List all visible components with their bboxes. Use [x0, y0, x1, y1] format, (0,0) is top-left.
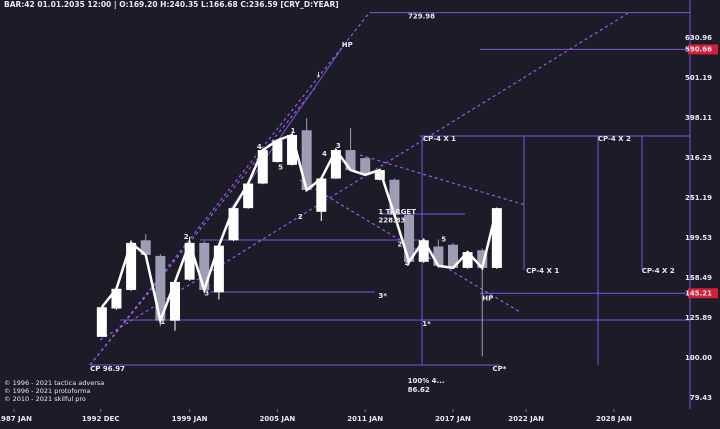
annotation: CP-4 X 1 — [526, 267, 559, 275]
candle-body — [433, 246, 444, 266]
close-line — [100, 133, 499, 326]
annotation: 3* — [378, 292, 387, 300]
candle-body — [462, 252, 473, 268]
x-tick-label: 1999 JAN — [172, 415, 208, 423]
annotation: 4 — [322, 150, 327, 158]
annotation: 1 TARGET — [378, 208, 416, 216]
y-tick-label: 316.23 — [685, 154, 712, 162]
y-tick-label: 125.89 — [685, 314, 712, 322]
candle-body — [272, 140, 283, 163]
candle-body — [96, 307, 107, 337]
annotation: 3 — [378, 172, 383, 180]
y-tick-label: 398.11 — [685, 114, 712, 122]
candle-body — [404, 214, 415, 262]
candle-body — [301, 130, 312, 191]
x-tick-label: 2028 JAN — [596, 415, 632, 423]
level-label-box — [688, 288, 718, 299]
annotation: 1* — [422, 320, 431, 328]
copyright: © 2010 - 2021 skilful pro — [4, 395, 86, 403]
annotation: 4 — [257, 143, 262, 151]
candle-body — [316, 178, 327, 212]
candle-body — [389, 179, 400, 215]
candle-body — [155, 255, 166, 321]
annotation: 4 — [405, 260, 410, 268]
candle-body — [111, 288, 122, 309]
candle-body — [374, 170, 385, 180]
candle-body — [140, 240, 151, 255]
y-tick-label: 630.96 — [685, 34, 712, 42]
level-label: 145.21 — [685, 289, 712, 297]
level-label-box — [688, 44, 718, 55]
annotation: 5 — [441, 235, 446, 243]
y-tick-label: 199.53 — [685, 234, 712, 242]
annotation: 5 — [278, 164, 283, 172]
candle-body — [199, 242, 210, 290]
annotation: ↓ — [315, 71, 321, 79]
y-tick-label: 79.43 — [690, 394, 712, 402]
candle-body — [184, 242, 195, 280]
annotation: CP 96.97 — [90, 365, 125, 373]
y-tick-label: 100.00 — [685, 354, 712, 362]
x-tick-label: 1992 DEC — [82, 415, 120, 423]
candle-body — [228, 208, 239, 241]
annotation: 3 — [336, 142, 341, 150]
annotation: CP-4 X 2 — [598, 135, 631, 143]
y-tick-label: 158.49 — [685, 274, 712, 282]
annotation: 2 — [397, 241, 402, 249]
copyright: © 1996 - 2021 protoforma — [4, 387, 91, 395]
annotation: 2 — [184, 233, 189, 241]
candle-body — [213, 245, 224, 293]
annotation: 86.62 — [408, 386, 430, 394]
annotation: CP* — [492, 365, 506, 373]
x-tick-label: 2011 JAN — [347, 415, 383, 423]
candle-body — [330, 150, 341, 179]
annotation: 228.83 — [378, 216, 405, 224]
annotation: HP — [482, 294, 493, 302]
candle-body — [418, 240, 429, 262]
candle-body — [126, 242, 137, 290]
x-tick-label: 2017 JAN — [435, 415, 471, 423]
y-tick-label: 251.19 — [685, 194, 712, 202]
candle-body — [287, 134, 298, 165]
level-label: 729.98 — [408, 13, 435, 21]
level-label: 590.66 — [685, 45, 712, 53]
x-tick-label: 1987 JAN — [0, 415, 32, 423]
candle-body — [169, 281, 180, 321]
candle-body — [447, 244, 458, 268]
annotation: CP-4 X 2 — [642, 267, 675, 275]
header: BAR:42 01.01.2035 12:00 | O:169.20 H:240… — [4, 0, 339, 10]
candle-body — [477, 250, 488, 268]
annotation: 1 — [160, 318, 165, 326]
x-tick-label: 2005 JAN — [259, 415, 295, 423]
annotation: 3 — [204, 290, 209, 298]
annotation: 100% 4... — [408, 377, 445, 385]
candle-body — [257, 150, 268, 184]
x-tick-label: 2022 JAN — [508, 415, 544, 423]
annotation: CP-4 X 1 — [423, 135, 456, 143]
candle-body — [345, 150, 356, 171]
annotation: HP — [342, 41, 353, 49]
candle-body — [243, 183, 254, 209]
candle-body — [360, 158, 371, 175]
annotation: 1 — [291, 127, 296, 135]
annotation: 2 — [298, 213, 303, 221]
y-tick-label: 501.19 — [685, 74, 712, 82]
copyright: © 1996 - 2021 tactica adversa — [4, 379, 104, 387]
candle-body — [491, 208, 502, 268]
